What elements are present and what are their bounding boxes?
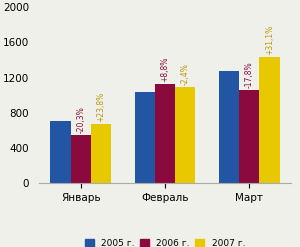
Bar [91, 124, 111, 183]
Legend: 2005 г., 2006 г., 2007 г.: 2005 г., 2006 г., 2007 г. [81, 236, 249, 247]
Bar [259, 57, 280, 183]
Text: +23,8%: +23,8% [97, 92, 106, 122]
Bar [239, 90, 259, 183]
Bar [219, 71, 239, 183]
Bar [50, 122, 71, 183]
Text: -20,3%: -20,3% [76, 106, 85, 133]
Bar [71, 135, 91, 183]
Text: -2,4%: -2,4% [181, 63, 190, 85]
Text: +31,1%: +31,1% [265, 25, 274, 55]
Bar [155, 84, 175, 183]
Bar [135, 92, 155, 183]
Text: +8,8%: +8,8% [160, 56, 169, 82]
Text: -17,8%: -17,8% [245, 61, 254, 88]
Bar [175, 87, 195, 183]
